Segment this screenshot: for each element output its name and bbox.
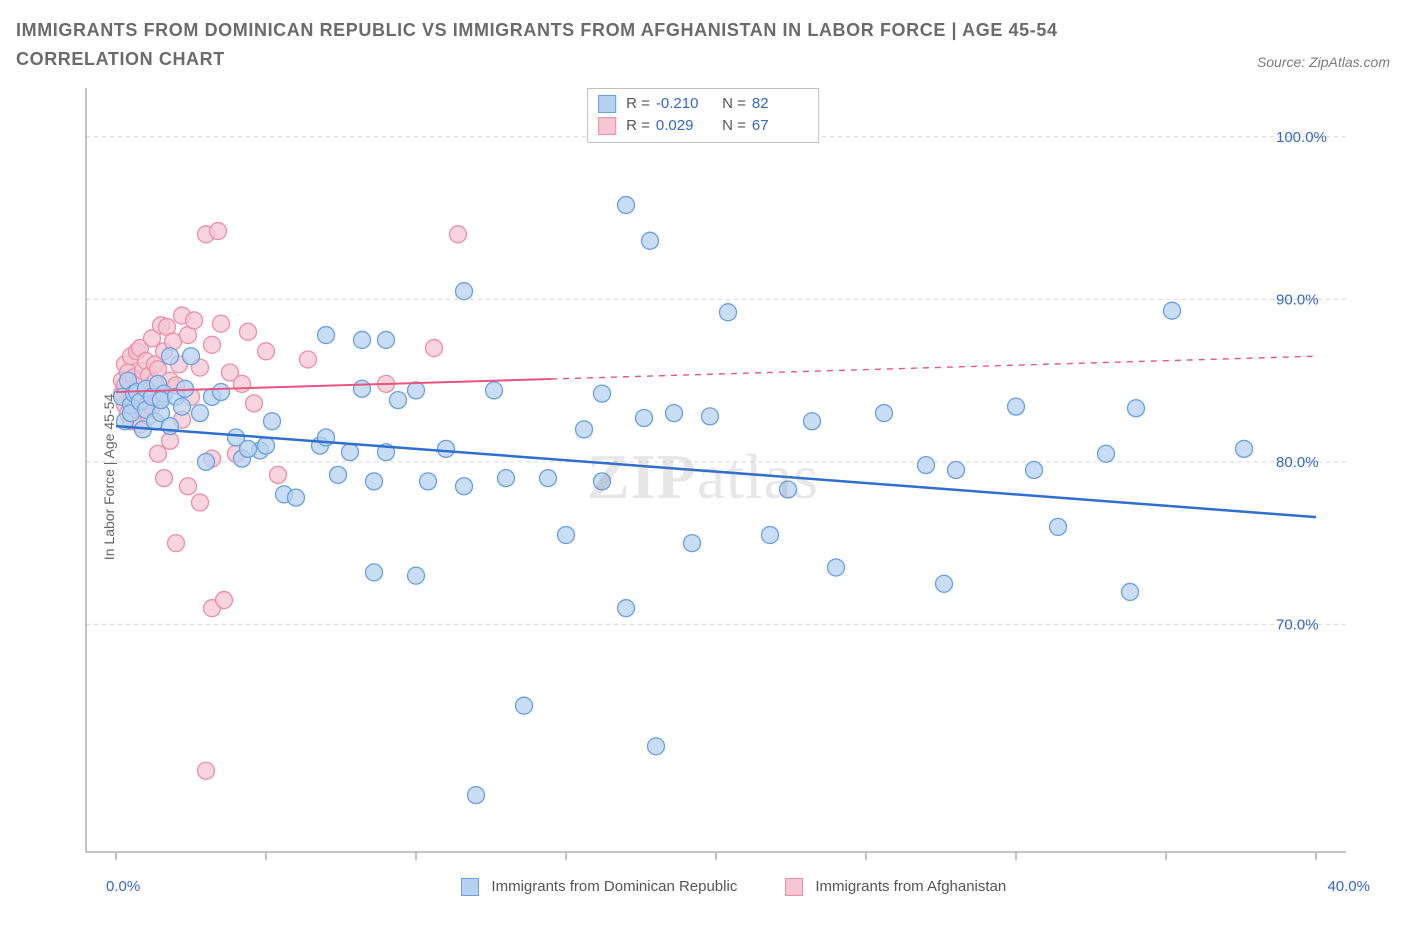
r-label: R = [626,115,650,138]
x-axis-start: 0.0% [106,878,140,895]
svg-text:80.0%: 80.0% [1276,453,1319,470]
legend-label-b: Immigrants from Afghanistan [815,878,1006,895]
y-axis-label: In Labor Force | Age 45-54 [101,393,117,559]
r-value-a: -0.210 [656,93,712,116]
svg-text:90.0%: 90.0% [1276,291,1319,308]
source-label: Source: ZipAtlas.com [1257,54,1390,74]
stats-legend: R = -0.210 N = 82 R = 0.029 N = 67 [587,88,819,143]
chart-title: IMMIGRANTS FROM DOMINICAN REPUBLIC VS IM… [16,16,1136,74]
bottom-legend: 0.0% Immigrants from Dominican Republic … [16,878,1390,896]
legend-item-a: Immigrants from Dominican Republic [461,878,737,896]
swatch-series-b [785,878,803,896]
n-label: N = [718,93,746,116]
scatter-plot: 70.0% 80.0% 90.0% 100.0% [16,82,1376,872]
svg-text:100.0%: 100.0% [1276,128,1327,145]
n-label: N = [718,115,746,138]
legend-label-a: Immigrants from Dominican Republic [491,878,737,895]
r-value-b: 0.029 [656,115,712,138]
r-label: R = [626,93,650,116]
svg-text:70.0%: 70.0% [1276,616,1319,633]
swatch-series-b [598,117,616,135]
chart-area: In Labor Force | Age 45-54 R = -0.210 N … [16,82,1390,872]
stats-row-a: R = -0.210 N = 82 [598,93,808,116]
x-axis-end: 40.0% [1327,878,1370,895]
swatch-series-a [598,95,616,113]
stats-row-b: R = 0.029 N = 67 [598,115,808,138]
n-value-b: 67 [752,115,808,138]
swatch-series-a [461,878,479,896]
n-value-a: 82 [752,93,808,116]
legend-item-b: Immigrants from Afghanistan [785,878,1006,896]
